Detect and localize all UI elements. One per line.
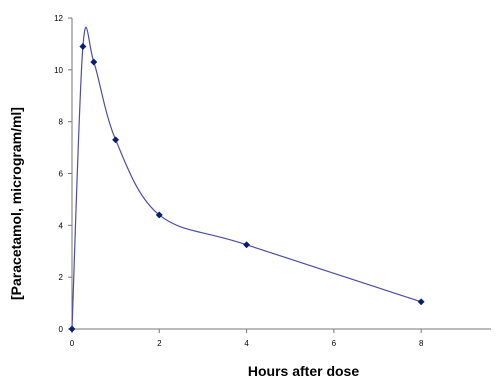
- y-ticks: 0 2 4 6 8 10 12: [54, 14, 72, 334]
- data-point: [112, 136, 120, 144]
- x-tick-label: 0: [70, 339, 75, 348]
- x-tick-label: 8: [419, 339, 424, 348]
- y-axis-title: [Paracetamol, microgram/ml]: [8, 107, 24, 300]
- axes: [71, 18, 491, 330]
- data-point: [155, 211, 163, 219]
- data-point: [243, 241, 251, 249]
- series-line: [71, 26, 422, 330]
- y-tick-label: 0: [59, 325, 64, 334]
- data-point: [417, 298, 425, 306]
- x-tick-label: 6: [332, 339, 337, 348]
- data-point: [90, 58, 98, 66]
- y-tick-label: 8: [59, 118, 64, 127]
- data-point: [79, 42, 87, 51]
- y-tick-label: 6: [59, 170, 64, 179]
- y-tick-label: 4: [59, 221, 64, 230]
- data-point: [68, 325, 76, 333]
- y-tick-label: 2: [59, 273, 64, 282]
- y-tick-label: 10: [54, 66, 63, 75]
- x-axis-title: Hours after dose: [248, 363, 359, 379]
- y-tick-label: 12: [54, 14, 63, 23]
- x-tick-label: 2: [157, 339, 162, 348]
- series: [68, 26, 425, 333]
- x-tick-label: 4: [244, 339, 249, 348]
- x-ticks: 0 2 4 6 8: [70, 329, 424, 348]
